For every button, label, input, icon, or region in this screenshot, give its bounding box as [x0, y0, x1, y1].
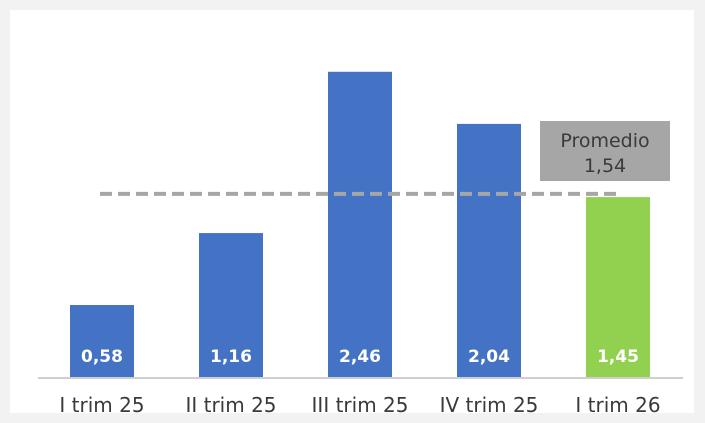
bar-5	[586, 197, 650, 377]
x-tick-label-1: I trim 25	[59, 393, 144, 417]
bar-value-label-4: 2,04	[468, 347, 510, 367]
bar-1	[70, 305, 134, 377]
average-label-box: Promedio 1,54	[540, 121, 670, 181]
average-label-title: Promedio	[560, 130, 649, 152]
bars-group	[70, 71, 650, 378]
bar-value-label-3: 2,46	[339, 347, 381, 367]
x-tick-label-2: II trim 25	[185, 393, 276, 417]
bar-value-labels: 0,58 1,16 2,46 2,04 1,45	[81, 347, 639, 367]
x-tick-labels: I trim 25 II trim 25 III trim 25 IV trim 25…	[59, 393, 660, 417]
average-label-background	[540, 121, 670, 181]
x-tick-label-4: IV trim 25	[440, 393, 539, 417]
bar-value-label-2: 1,16	[210, 347, 252, 367]
bar-2	[199, 233, 263, 377]
bar-4	[457, 123, 521, 377]
x-tick-label-5: I trim 26	[575, 393, 660, 417]
bar-value-label-1: 0,58	[81, 347, 123, 367]
bar-3	[328, 71, 392, 378]
x-tick-label-3: III trim 25	[312, 393, 409, 417]
bar-value-label-5: 1,45	[597, 347, 639, 367]
average-label-value: 1,54	[584, 155, 626, 177]
